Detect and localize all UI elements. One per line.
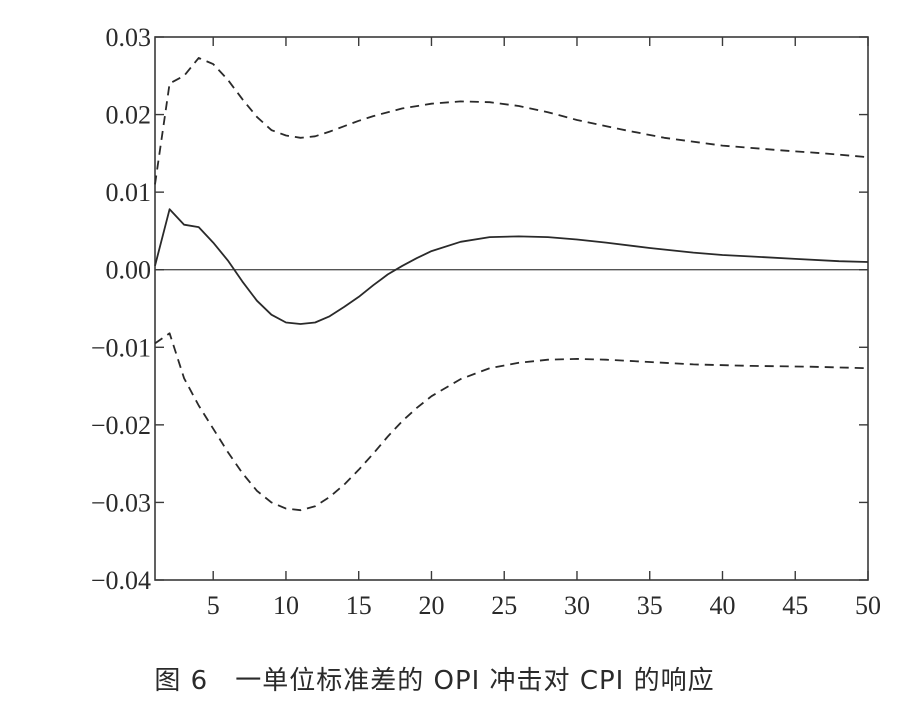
x-tick-label: 40 <box>709 591 735 620</box>
x-tick-label: 50 <box>855 591 881 620</box>
x-tick-label: 20 <box>418 591 444 620</box>
impulse-response-line <box>154 208 869 325</box>
y-tick-label: −0.01 <box>91 333 151 362</box>
plot-frame <box>154 36 869 581</box>
x-tick-label: 15 <box>346 591 372 620</box>
y-tick-label: 0.02 <box>106 101 152 130</box>
x-tick-label: 30 <box>564 591 590 620</box>
y-tick-label: 0.03 <box>106 23 152 52</box>
y-tick-label: −0.03 <box>91 488 151 517</box>
upper-confidence-band-line <box>154 57 869 185</box>
x-tick-label: 5 <box>207 591 220 620</box>
impulse-response-chart: 0.03 0.02 0.01 0.00 −0.01 −0.02 −0.03 −0.04 5 10 1… <box>91 23 881 620</box>
x-tick-label: 25 <box>491 591 517 620</box>
x-tick-label: 45 <box>782 591 808 620</box>
y-tick-label: 0.00 <box>106 256 152 285</box>
x-tick-label: 35 <box>637 591 663 620</box>
plot-area: 0.03 0.02 0.01 0.00 −0.01 −0.02 −0.03 −0.04 5 10 1… <box>91 23 881 620</box>
x-tick-label: 10 <box>273 591 299 620</box>
figure-caption: 图 6 一单位标准差的 OPI 冲击对 CPI 的响应 <box>154 666 715 696</box>
y-tick-label: 0.01 <box>106 178 152 207</box>
y-tick-label: −0.02 <box>91 411 151 440</box>
lower-confidence-band-line <box>154 332 869 512</box>
y-tick-label: −0.04 <box>91 566 151 595</box>
